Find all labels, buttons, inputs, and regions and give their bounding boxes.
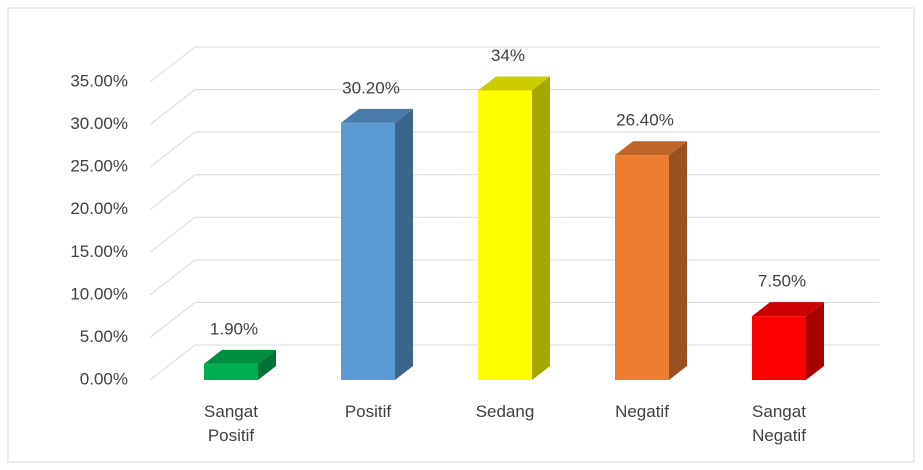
y-tick-label: 5.00% — [80, 327, 128, 346]
value-label: 34% — [491, 46, 525, 65]
bar-top — [615, 141, 687, 156]
bar-top — [752, 302, 824, 317]
bar — [615, 155, 669, 380]
bar — [752, 316, 806, 380]
bar — [204, 363, 258, 380]
y-tick-label: 15.00% — [70, 242, 128, 261]
value-label: 26.40% — [616, 111, 674, 130]
grid-line-side — [149, 216, 196, 253]
value-label: 1.90% — [210, 319, 258, 338]
bar — [341, 122, 395, 381]
grid-line-side — [149, 46, 196, 83]
chart-border — [7, 7, 915, 463]
bar-side — [532, 76, 550, 380]
y-tick-label: 30.00% — [70, 114, 128, 133]
value-label: 30.20% — [342, 78, 400, 97]
grid-line-side — [149, 259, 196, 296]
bar-top — [204, 349, 276, 364]
grid-line-side — [149, 302, 196, 338]
x-tick-label: Negatif — [615, 402, 669, 421]
y-tick-label: 10.00% — [70, 284, 128, 303]
x-tick-label: Sangat Positif — [204, 402, 258, 445]
x-tick-label: Sangat Negatif — [752, 402, 806, 445]
grid-line-side — [149, 344, 196, 381]
x-tick-label: Sedang — [475, 402, 535, 421]
y-tick-label: 25.00% — [70, 157, 128, 176]
value-label: 7.50% — [758, 272, 806, 291]
bar-side — [669, 141, 687, 380]
grid-line-side — [149, 174, 196, 211]
bar-side — [395, 108, 413, 381]
grid-line-side — [149, 89, 196, 125]
grid-line-side — [149, 131, 196, 168]
y-tick-label: 35.00% — [70, 71, 128, 90]
y-tick-label: 0.00% — [80, 369, 128, 388]
y-tick-label: 20.00% — [70, 199, 128, 218]
bar — [478, 90, 532, 380]
bar-side — [258, 349, 276, 380]
x-tick-label: Positif — [344, 402, 392, 421]
bar-top — [341, 108, 413, 123]
bar-top — [478, 76, 550, 91]
bar-side — [806, 302, 824, 380]
